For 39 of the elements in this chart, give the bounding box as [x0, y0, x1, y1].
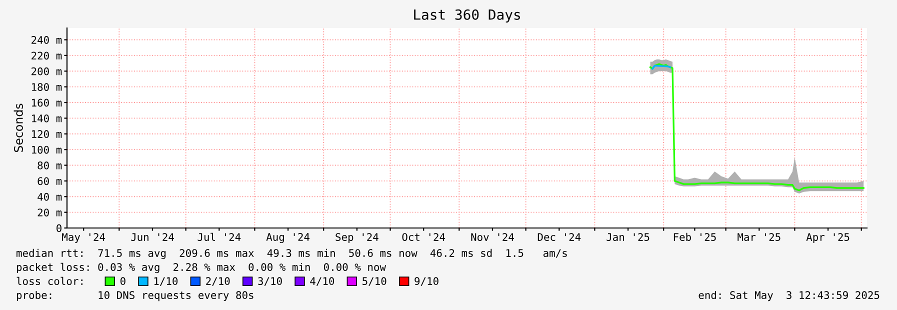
x-tick-label: Mar '25 [738, 233, 780, 241]
y-tick-label: 20 m [38, 208, 62, 216]
x-tick-label: Oct '24 [402, 233, 446, 241]
y-tick-label: 220 m [32, 52, 62, 60]
y-tick-label: 100 m [32, 146, 62, 154]
x-tick-label: Jul '24 [198, 232, 241, 241]
x-tick-label: Apr '25 [806, 233, 850, 243]
x-tick-label: Nov '24 [471, 233, 514, 241]
y-tick-label: 80 m [38, 162, 62, 170]
x-tick-label: Sep '24 [336, 233, 378, 243]
y-axis-title: Seconds [14, 104, 23, 152]
text: median rtt: 71.5 ms avg 209.6 ms max 49.3 ms min 50.6 ms now 46.2 ms sd 1.5 am/s [16, 248, 567, 260]
legend-label: 3/10 [258, 277, 282, 286]
y-tick-label: 0 [56, 224, 62, 232]
x-tick-label: May '24 [62, 233, 106, 243]
legend-title: loss color: [16, 276, 82, 286]
x-tick-label: Dec '24 [538, 233, 581, 241]
y-tick-label: 180 m [32, 83, 62, 91]
x-tick-label: Jan '25 [606, 233, 650, 241]
text: packet loss: 0.03 % avg 2.28 % max 0.00 % min 0.00 % now [16, 262, 386, 274]
x-tick-label: Feb '25 [674, 232, 716, 241]
y-tick-label: 240 m [32, 36, 62, 44]
y-tick-label: 160 m [32, 98, 62, 107]
text: probe: 10 DNS requests every 80s [16, 290, 254, 302]
y-tick-label: 40 m [38, 192, 62, 201]
legend-label: 5/10 [362, 277, 386, 286]
x-tick-label: Jun '24 [131, 233, 174, 241]
text: end: Sat May 3 12:43:59 2025 [698, 290, 880, 302]
chart-title: Last 360 Days [414, 9, 520, 23]
y-tick-label: 120 m [32, 130, 62, 138]
legend-label: 1/10 [154, 277, 178, 286]
x-tick-label: Aug '24 [266, 233, 310, 243]
y-tick-label: 200 m [32, 67, 62, 76]
y-tick-label: 60 m [38, 177, 62, 186]
legend-label: 4/10 [310, 277, 334, 286]
legend-label: 0 [120, 277, 126, 286]
legend-label: 2/10 [206, 277, 230, 286]
legend-label: 9/10 [414, 277, 438, 286]
y-tick-label: 140 m [32, 114, 62, 122]
